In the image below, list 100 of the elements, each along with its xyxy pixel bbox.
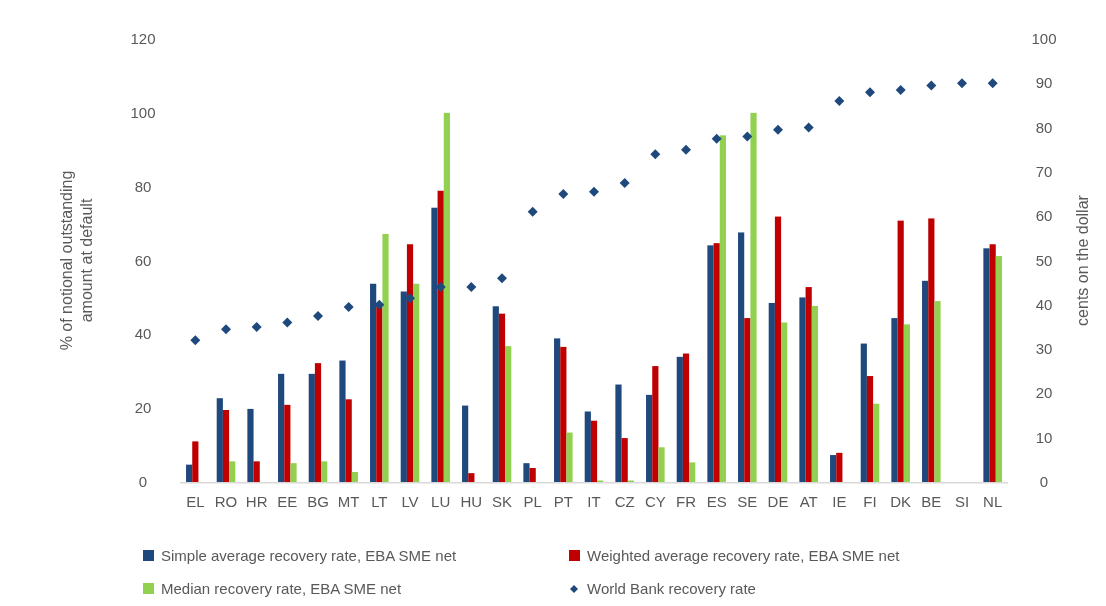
- bar: [738, 232, 745, 482]
- point: [773, 124, 783, 135]
- bar: [658, 447, 665, 482]
- point: [251, 321, 262, 332]
- x-tick-label: ES: [706, 493, 727, 510]
- bar: [719, 135, 726, 482]
- bar: [983, 248, 990, 482]
- y2-tick-label: 10: [1035, 428, 1053, 446]
- x-tick-label: RO: [214, 493, 238, 510]
- y2-tick-label: 80: [1035, 118, 1053, 136]
- bar: [836, 452, 843, 482]
- point: [895, 84, 906, 95]
- y2-tick-label: 40: [1035, 295, 1053, 313]
- bar: [468, 473, 475, 482]
- point: [527, 206, 538, 217]
- bar: [830, 455, 837, 482]
- x-tick-label: EE: [277, 493, 298, 510]
- y2-tick-label: 60: [1035, 207, 1053, 225]
- y2-tick-label: 100: [1031, 30, 1057, 47]
- bar: [492, 306, 499, 482]
- y2-tick-label: 20: [1035, 384, 1053, 402]
- bar: [781, 322, 788, 482]
- x-tick-label: SI: [954, 493, 970, 510]
- bar: [682, 353, 690, 482]
- bar: [498, 313, 506, 482]
- legend-label: Weighted average recovery rate, EBA SME net: [587, 547, 901, 564]
- y2-tick-label: 70: [1035, 162, 1053, 180]
- y-tick-label: 120: [130, 30, 156, 47]
- x-tick-label: SE: [737, 493, 758, 510]
- x-tick-label: AT: [799, 493, 818, 510]
- y-tick-label: 60: [134, 251, 152, 269]
- x-tick-label: HR: [245, 493, 268, 510]
- bar: [314, 363, 322, 482]
- bar: [290, 463, 297, 482]
- point: [926, 80, 937, 91]
- point: [313, 310, 323, 321]
- legend-label: World Bank recovery rate: [587, 580, 756, 597]
- bar: [866, 376, 874, 482]
- x-tick-label: EL: [186, 493, 205, 510]
- bar: [345, 399, 352, 482]
- point: [497, 273, 507, 284]
- bar: [744, 318, 751, 482]
- bar: [406, 244, 414, 482]
- bar: [774, 216, 782, 482]
- bar: [621, 438, 628, 482]
- bar: [229, 461, 236, 482]
- x-tick-label: LU: [431, 493, 451, 510]
- y-tick-label: 80: [134, 177, 152, 195]
- bar: [713, 243, 720, 482]
- y-axis-title: % of notional outstanding amount at default: [58, 170, 95, 351]
- bar: [646, 394, 653, 482]
- bar: [805, 287, 812, 482]
- point: [803, 122, 814, 133]
- x-tick-label: NL: [983, 493, 1003, 510]
- bar: [308, 373, 315, 482]
- x-tick-label: HU: [460, 493, 483, 510]
- bar: [689, 462, 696, 482]
- bar: [891, 318, 898, 482]
- bar: [652, 366, 659, 482]
- bar: [382, 233, 389, 482]
- bar: [222, 410, 230, 482]
- point: [957, 78, 967, 89]
- point: [711, 133, 722, 144]
- bar: [560, 346, 567, 482]
- y2-tick-label: 0: [1039, 473, 1049, 490]
- bar: [989, 244, 996, 482]
- x-tick-label: MT: [337, 493, 360, 510]
- bar: [523, 463, 530, 482]
- x-tick-label: DK: [890, 493, 912, 510]
- point: [405, 293, 415, 304]
- bar: [554, 338, 561, 482]
- bar: [284, 404, 291, 482]
- point: [742, 131, 753, 142]
- x-tick-label: DE: [767, 493, 789, 510]
- x-tick-label: BG: [307, 493, 329, 510]
- bar: [247, 408, 254, 482]
- y-tick-label: 20: [134, 399, 152, 417]
- legend-label: Median recovery rate, EBA SME net: [161, 580, 402, 597]
- x-tick-label: IT: [587, 493, 601, 510]
- point: [190, 335, 201, 346]
- point: [834, 96, 845, 107]
- bar: [339, 360, 346, 482]
- x-tick-label: IE: [832, 493, 847, 510]
- bar: [995, 256, 1002, 482]
- point: [987, 78, 998, 89]
- y2-axis-title: cents on the dollar: [1074, 194, 1091, 326]
- bar: [811, 305, 818, 482]
- x-tick-label: PL: [523, 493, 542, 510]
- bar: [799, 297, 806, 482]
- bar: [321, 461, 328, 482]
- bar: [590, 420, 598, 482]
- bar: [615, 384, 622, 482]
- point: [865, 87, 875, 98]
- bar: [437, 190, 444, 482]
- y-tick-label: 100: [130, 103, 156, 121]
- point: [619, 177, 630, 188]
- bar: [462, 405, 469, 482]
- bar: [443, 112, 450, 482]
- bar: [860, 343, 867, 482]
- bar: [928, 218, 935, 482]
